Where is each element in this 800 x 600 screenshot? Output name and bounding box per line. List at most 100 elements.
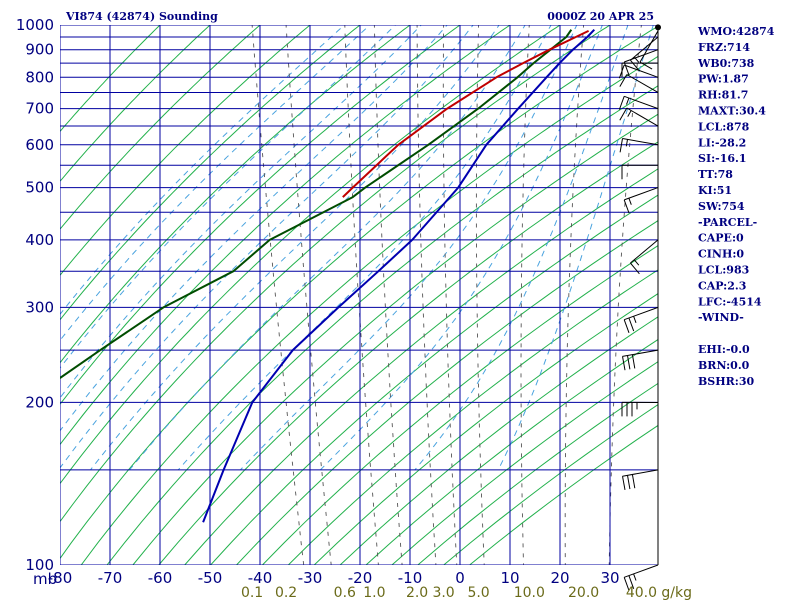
index-line: LI:-28.2 xyxy=(698,136,746,149)
moist-adiabat-line xyxy=(320,25,603,471)
temperature-profile-line xyxy=(202,29,596,523)
dry-adiabat-line xyxy=(60,25,511,446)
moist-adiabat-line xyxy=(60,25,474,469)
wind-barb xyxy=(630,239,659,275)
mixing-ratio-line xyxy=(285,25,332,565)
wind-barb xyxy=(621,401,659,417)
index-line: KI:51 xyxy=(698,184,732,197)
pressure-tick-label: 300 xyxy=(25,298,54,316)
pressure-tick-label: 400 xyxy=(25,231,54,249)
pressure-tick-label: 700 xyxy=(25,100,54,118)
pressure-tick-label: 200 xyxy=(25,393,54,411)
dry-adiabat-line xyxy=(60,25,261,230)
dry-adiabat-line xyxy=(60,25,161,133)
index-line: SW:754 xyxy=(698,200,745,213)
pressure-tick-label: 900 xyxy=(25,41,54,59)
mixing-ratio-line xyxy=(373,25,403,565)
index-line: BRN:0.0 xyxy=(698,359,750,372)
index-line: -PARCEL- xyxy=(698,216,757,229)
mixing-ratio-label: 2.0 xyxy=(406,585,428,600)
mixing-ratio-line xyxy=(608,25,642,565)
dry-adiabats xyxy=(60,25,658,565)
wind-barb xyxy=(623,564,659,591)
mixing-ratio-line xyxy=(442,25,458,565)
pressure-tick-label: 1000 xyxy=(16,16,54,34)
mixing-ratio-label: 3.0 xyxy=(432,585,454,600)
index-line: SI:-16.1 xyxy=(698,152,747,165)
mixing-ratio-label: 5.0 xyxy=(467,585,489,600)
mixing-ratio-line xyxy=(344,25,379,565)
plot-frame xyxy=(60,25,658,565)
pressure-tick-label: 800 xyxy=(25,68,54,86)
temperature-tick-label: 20 xyxy=(550,569,569,587)
temperature-tick-label: -20 xyxy=(348,569,373,587)
wind-barb xyxy=(619,138,659,153)
index-line: CAP:2.3 xyxy=(698,279,746,292)
mixing-ratio-lines xyxy=(251,25,642,565)
wind-barb xyxy=(618,64,659,79)
dry-adiabat-line xyxy=(60,25,611,523)
moist-adiabats xyxy=(60,25,654,471)
moist-adiabat-line xyxy=(497,25,654,471)
mixing-ratio-line xyxy=(475,25,485,565)
dry-adiabat-line xyxy=(60,25,361,321)
index-line: WMO:42874 xyxy=(697,25,775,38)
temperature-tick-label: -60 xyxy=(148,569,173,587)
mixing-ratio-line xyxy=(416,25,437,565)
wind-barb xyxy=(619,74,659,93)
wind-barb xyxy=(621,164,659,180)
mixing-ratio-label: 10.0 xyxy=(514,585,545,600)
dry-adiabat-line xyxy=(60,25,211,183)
pressure-tick-label: 500 xyxy=(25,179,54,197)
mixing-ratio-line xyxy=(520,25,530,565)
wind-barb xyxy=(623,49,659,76)
wind-station-dot xyxy=(655,24,661,31)
temperature-tick-label: -10 xyxy=(398,569,423,587)
index-line: MAXT:30.4 xyxy=(698,105,766,118)
parcel-profile-line xyxy=(342,29,590,198)
wind-barb xyxy=(622,349,659,371)
wind-barb-column xyxy=(618,24,661,591)
valid-time: 0000Z 20 APR 25 xyxy=(547,10,654,23)
temperature-tick-label: 0 xyxy=(455,569,465,587)
dry-adiabat-line xyxy=(60,25,311,277)
temperature-tick-label: -30 xyxy=(298,569,323,587)
dry-adiabat-line xyxy=(60,25,658,560)
pressure-tick-label: 100 xyxy=(25,556,54,574)
index-line: EHI:-0.0 xyxy=(698,343,750,356)
dewpoint-profile-line xyxy=(60,29,573,380)
grid xyxy=(60,25,658,565)
mixing-ratio-unit: g/kg xyxy=(661,585,692,600)
index-line: -WIND- xyxy=(698,311,744,324)
index-line: LCL:878 xyxy=(698,120,750,133)
mixing-ratio-label: 40.0 xyxy=(626,585,657,600)
temperature-tick-label: -80 xyxy=(48,569,73,587)
dry-adiabat-line xyxy=(106,85,658,565)
mixing-ratio-label: 0.2 xyxy=(275,585,297,600)
mixing-ratio-label: 1.0 xyxy=(363,585,385,600)
temperature-tick-label: 10 xyxy=(500,569,519,587)
index-line: RH:81.7 xyxy=(698,89,748,102)
index-line: FRZ:714 xyxy=(698,41,750,54)
temperature-tick-label: -50 xyxy=(198,569,223,587)
index-line: PW:1.87 xyxy=(698,73,749,86)
wind-barb xyxy=(623,306,659,333)
dry-adiabat-line xyxy=(60,25,461,406)
wind-barb xyxy=(623,187,659,214)
index-line: TT:78 xyxy=(698,168,733,181)
index-line: LCL:983 xyxy=(698,264,749,277)
pressure-axis-unit: mb xyxy=(33,570,57,588)
wind-barb xyxy=(618,95,659,110)
index-line: WB0:738 xyxy=(697,57,755,70)
wind-barb xyxy=(622,469,659,490)
index-line: CAPE:0 xyxy=(698,232,744,245)
mixing-ratio-label: 0.6 xyxy=(334,585,356,600)
moist-adiabat-line xyxy=(60,25,371,342)
profile-series xyxy=(60,29,596,523)
index-line: CINH:0 xyxy=(698,248,744,261)
index-line: BSHR:30 xyxy=(698,375,754,388)
index-line: LFC:-4514 xyxy=(698,295,762,308)
pressure-tick-label: 600 xyxy=(25,136,54,154)
